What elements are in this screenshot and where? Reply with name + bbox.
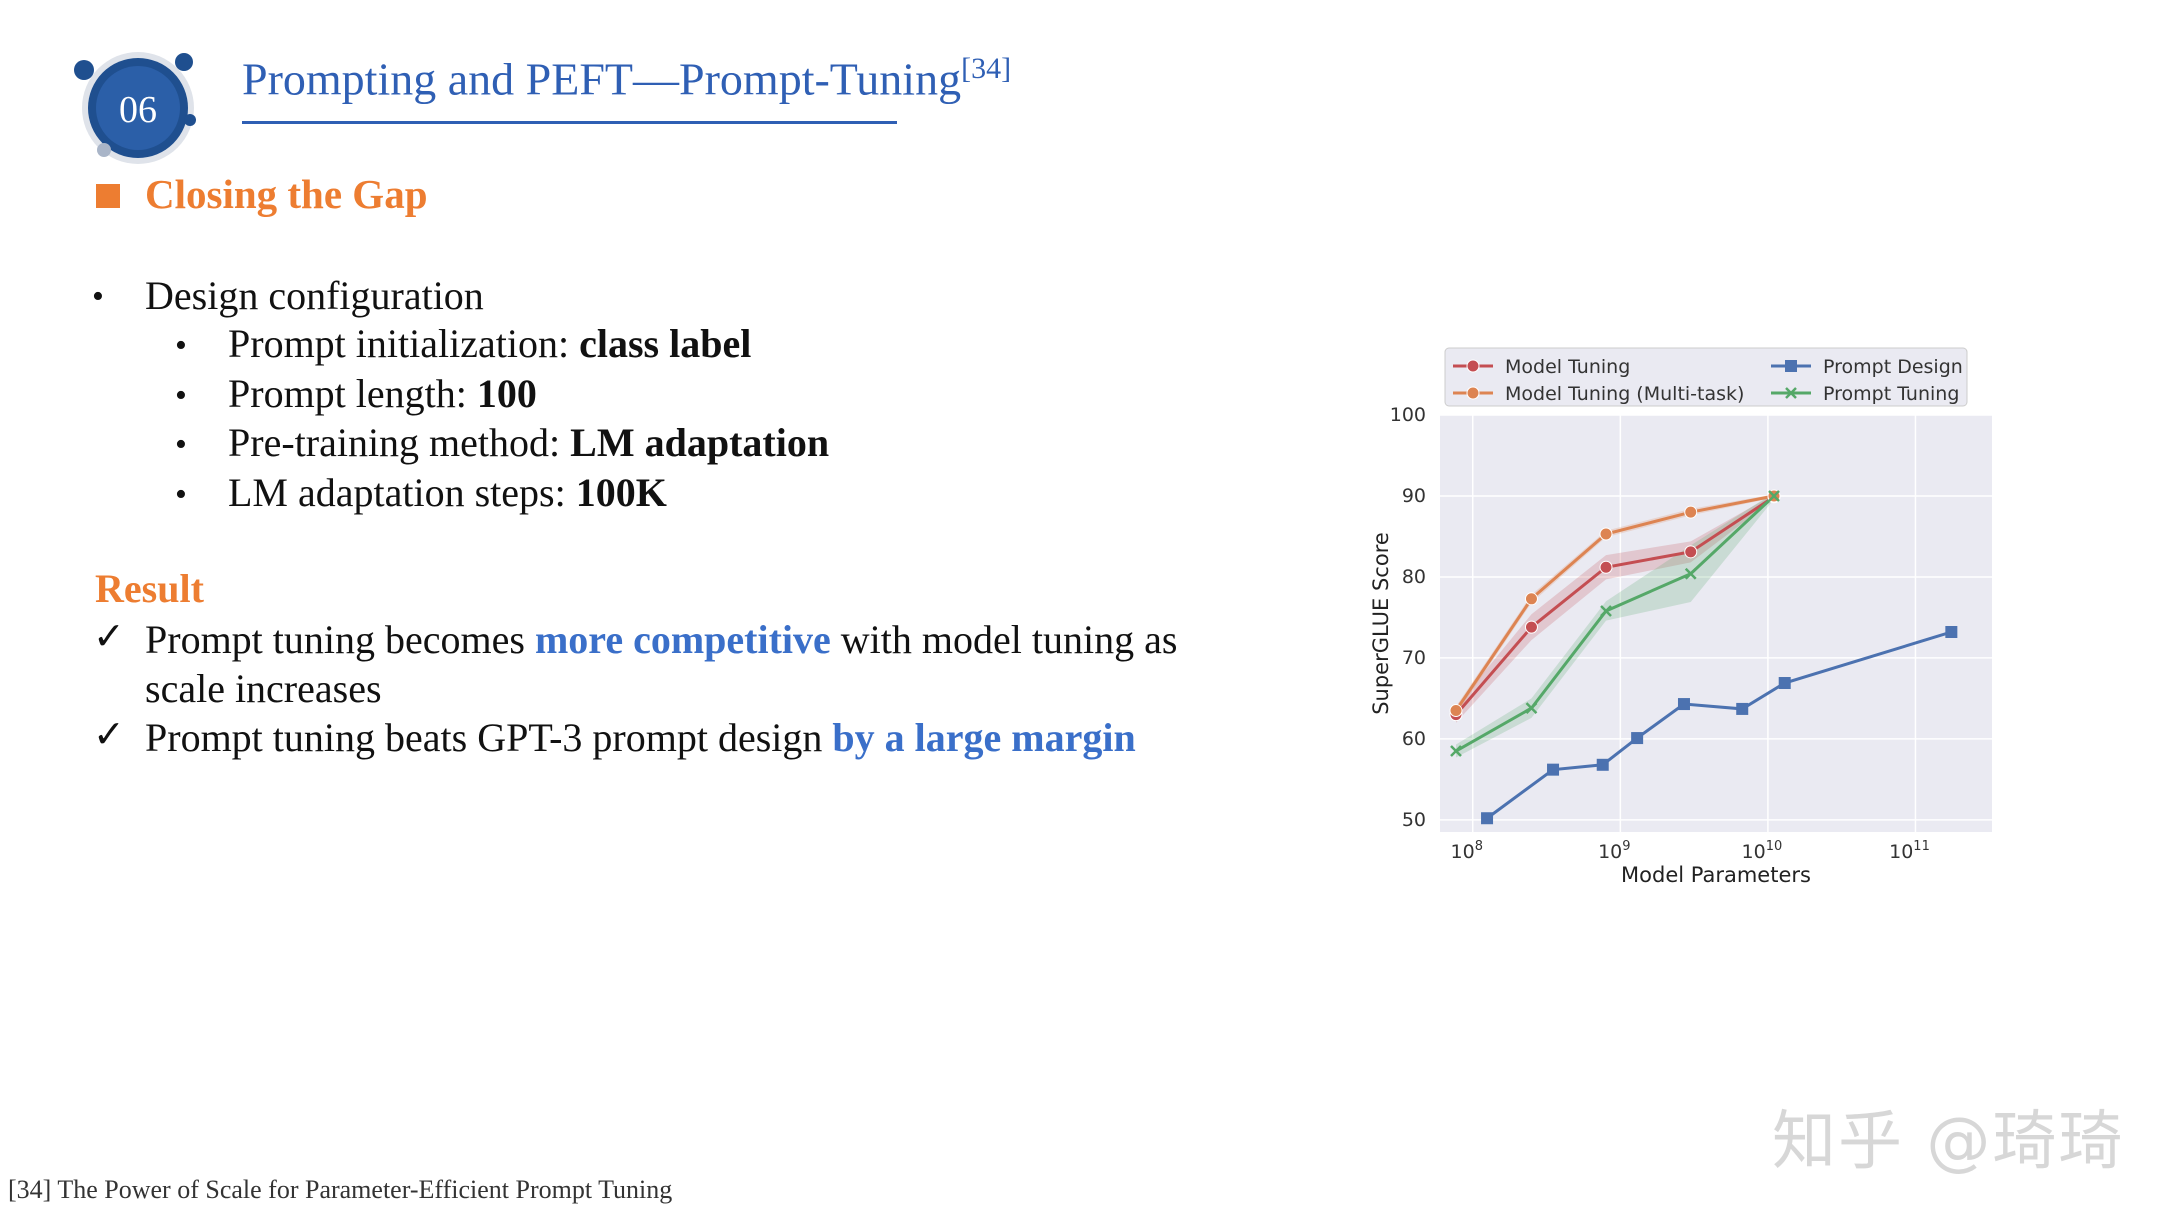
- bullet-icon: •: [92, 278, 104, 315]
- y-axis-label: SuperGLUE Score: [1369, 532, 1393, 715]
- legend-label-model-tuning: Model Tuning: [1505, 356, 1630, 378]
- checkmark-icon: ✓: [93, 714, 125, 756]
- model-tuning-point: [1684, 545, 1698, 559]
- watermark: 知乎 @琦琦: [1772, 1105, 2125, 1179]
- bullet-icon: •: [175, 426, 187, 463]
- chart-legend: [1444, 347, 1968, 407]
- x-tick-label: 108: [1451, 839, 1483, 863]
- bullet-icon: •: [175, 327, 187, 364]
- prompt-tuning-point: [1684, 567, 1697, 580]
- model-tuning-point: [1524, 620, 1538, 634]
- section-title: Closing the Gap: [145, 171, 428, 217]
- result-item: Prompt tuning beats GPT-3 prompt design …: [145, 715, 1136, 760]
- design-item: Prompt length: 100: [228, 371, 537, 416]
- checkmark-icon: ✓: [93, 616, 125, 658]
- plot-area: [1440, 415, 1992, 832]
- prompt-tuning-point: [1525, 702, 1538, 714]
- prompt-design-point: [1945, 626, 1958, 639]
- prompt-tuning-point: [1450, 745, 1462, 757]
- prompt-design-point: [1736, 702, 1749, 715]
- page-title: Prompting and PEFT—Prompt-Tuning[34]: [242, 52, 1011, 105]
- legend-label-prompt-tuning: Prompt Tuning: [1823, 383, 1959, 405]
- footnote: [34] The Power of Scale for Parameter-Ef…: [8, 1175, 673, 1204]
- prompt-tuning-band: [1455, 492, 1775, 758]
- prompt-tuning-point: [1768, 490, 1780, 502]
- design-item: Prompt initialization: class label: [228, 321, 752, 366]
- y-tick-label: 50: [1402, 809, 1426, 831]
- y-tick-label: 90: [1402, 485, 1426, 507]
- badge-dot-icon: [74, 60, 94, 80]
- badge-number: 06: [119, 89, 157, 131]
- prompt-design-point: [1778, 677, 1791, 690]
- result-heading: Result: [95, 566, 204, 611]
- superglue-chart: 50 60 70 80 90 100 108 109 1010 1011 Model Parame…: [1369, 347, 1992, 887]
- x-axis-label: Model Parameters: [1621, 863, 1811, 887]
- design-item: Pre-training method: LM adaptation: [228, 420, 830, 465]
- section-square-icon: [96, 184, 120, 208]
- prompt-design-point: [1547, 763, 1560, 776]
- design-heading: Design configuration: [145, 273, 484, 318]
- prompt-design-point: [1596, 758, 1609, 771]
- prompt-tuning-point: [1600, 605, 1612, 617]
- model-tuning-multi-task-point: [1524, 592, 1538, 606]
- title-reference: [34]: [961, 52, 1012, 85]
- page-title-text: Prompting and PEFT—Prompt-Tuning: [242, 53, 962, 105]
- design-item: LM adaptation steps: 100K: [228, 470, 667, 515]
- legend-marker: [1466, 359, 1480, 373]
- x-tick-label: 1011: [1889, 839, 1930, 863]
- prompt-design-point: [1481, 812, 1494, 825]
- model-tuning-point: [1599, 560, 1613, 574]
- x-tick-label: 1010: [1742, 839, 1783, 863]
- model-tuning-multi-task-point: [1449, 704, 1463, 718]
- y-tick-label: 100: [1390, 404, 1426, 426]
- result-item: Prompt tuning becomes more competitive w…: [145, 617, 1178, 662]
- legend-marker: [1785, 360, 1797, 372]
- bullet-icon: •: [175, 377, 187, 414]
- result-item-continuation: scale increases: [145, 666, 382, 711]
- prompt-design-line: [1486, 630, 1952, 820]
- legend-marker: [1785, 387, 1797, 399]
- model-tuning-multi-task-point: [1599, 527, 1613, 541]
- legend-label-prompt-design: Prompt Design: [1823, 356, 1963, 378]
- bullet-icon: •: [175, 476, 187, 513]
- y-tick-label: 60: [1402, 728, 1426, 750]
- legend-marker: [1466, 386, 1480, 400]
- prompt-design-point: [1631, 732, 1644, 745]
- x-tick-label: 109: [1598, 839, 1630, 863]
- y-tick-label: 70: [1402, 647, 1426, 669]
- model-tuning-multi-task-point: [1684, 505, 1698, 519]
- legend-label-model-tuning-multi-task: Model Tuning (Multi-task): [1505, 383, 1744, 405]
- y-tick-label: 80: [1402, 566, 1426, 588]
- title-underline: [242, 121, 897, 124]
- section-number-badge: 06: [74, 52, 196, 164]
- prompt-design-point: [1677, 698, 1690, 711]
